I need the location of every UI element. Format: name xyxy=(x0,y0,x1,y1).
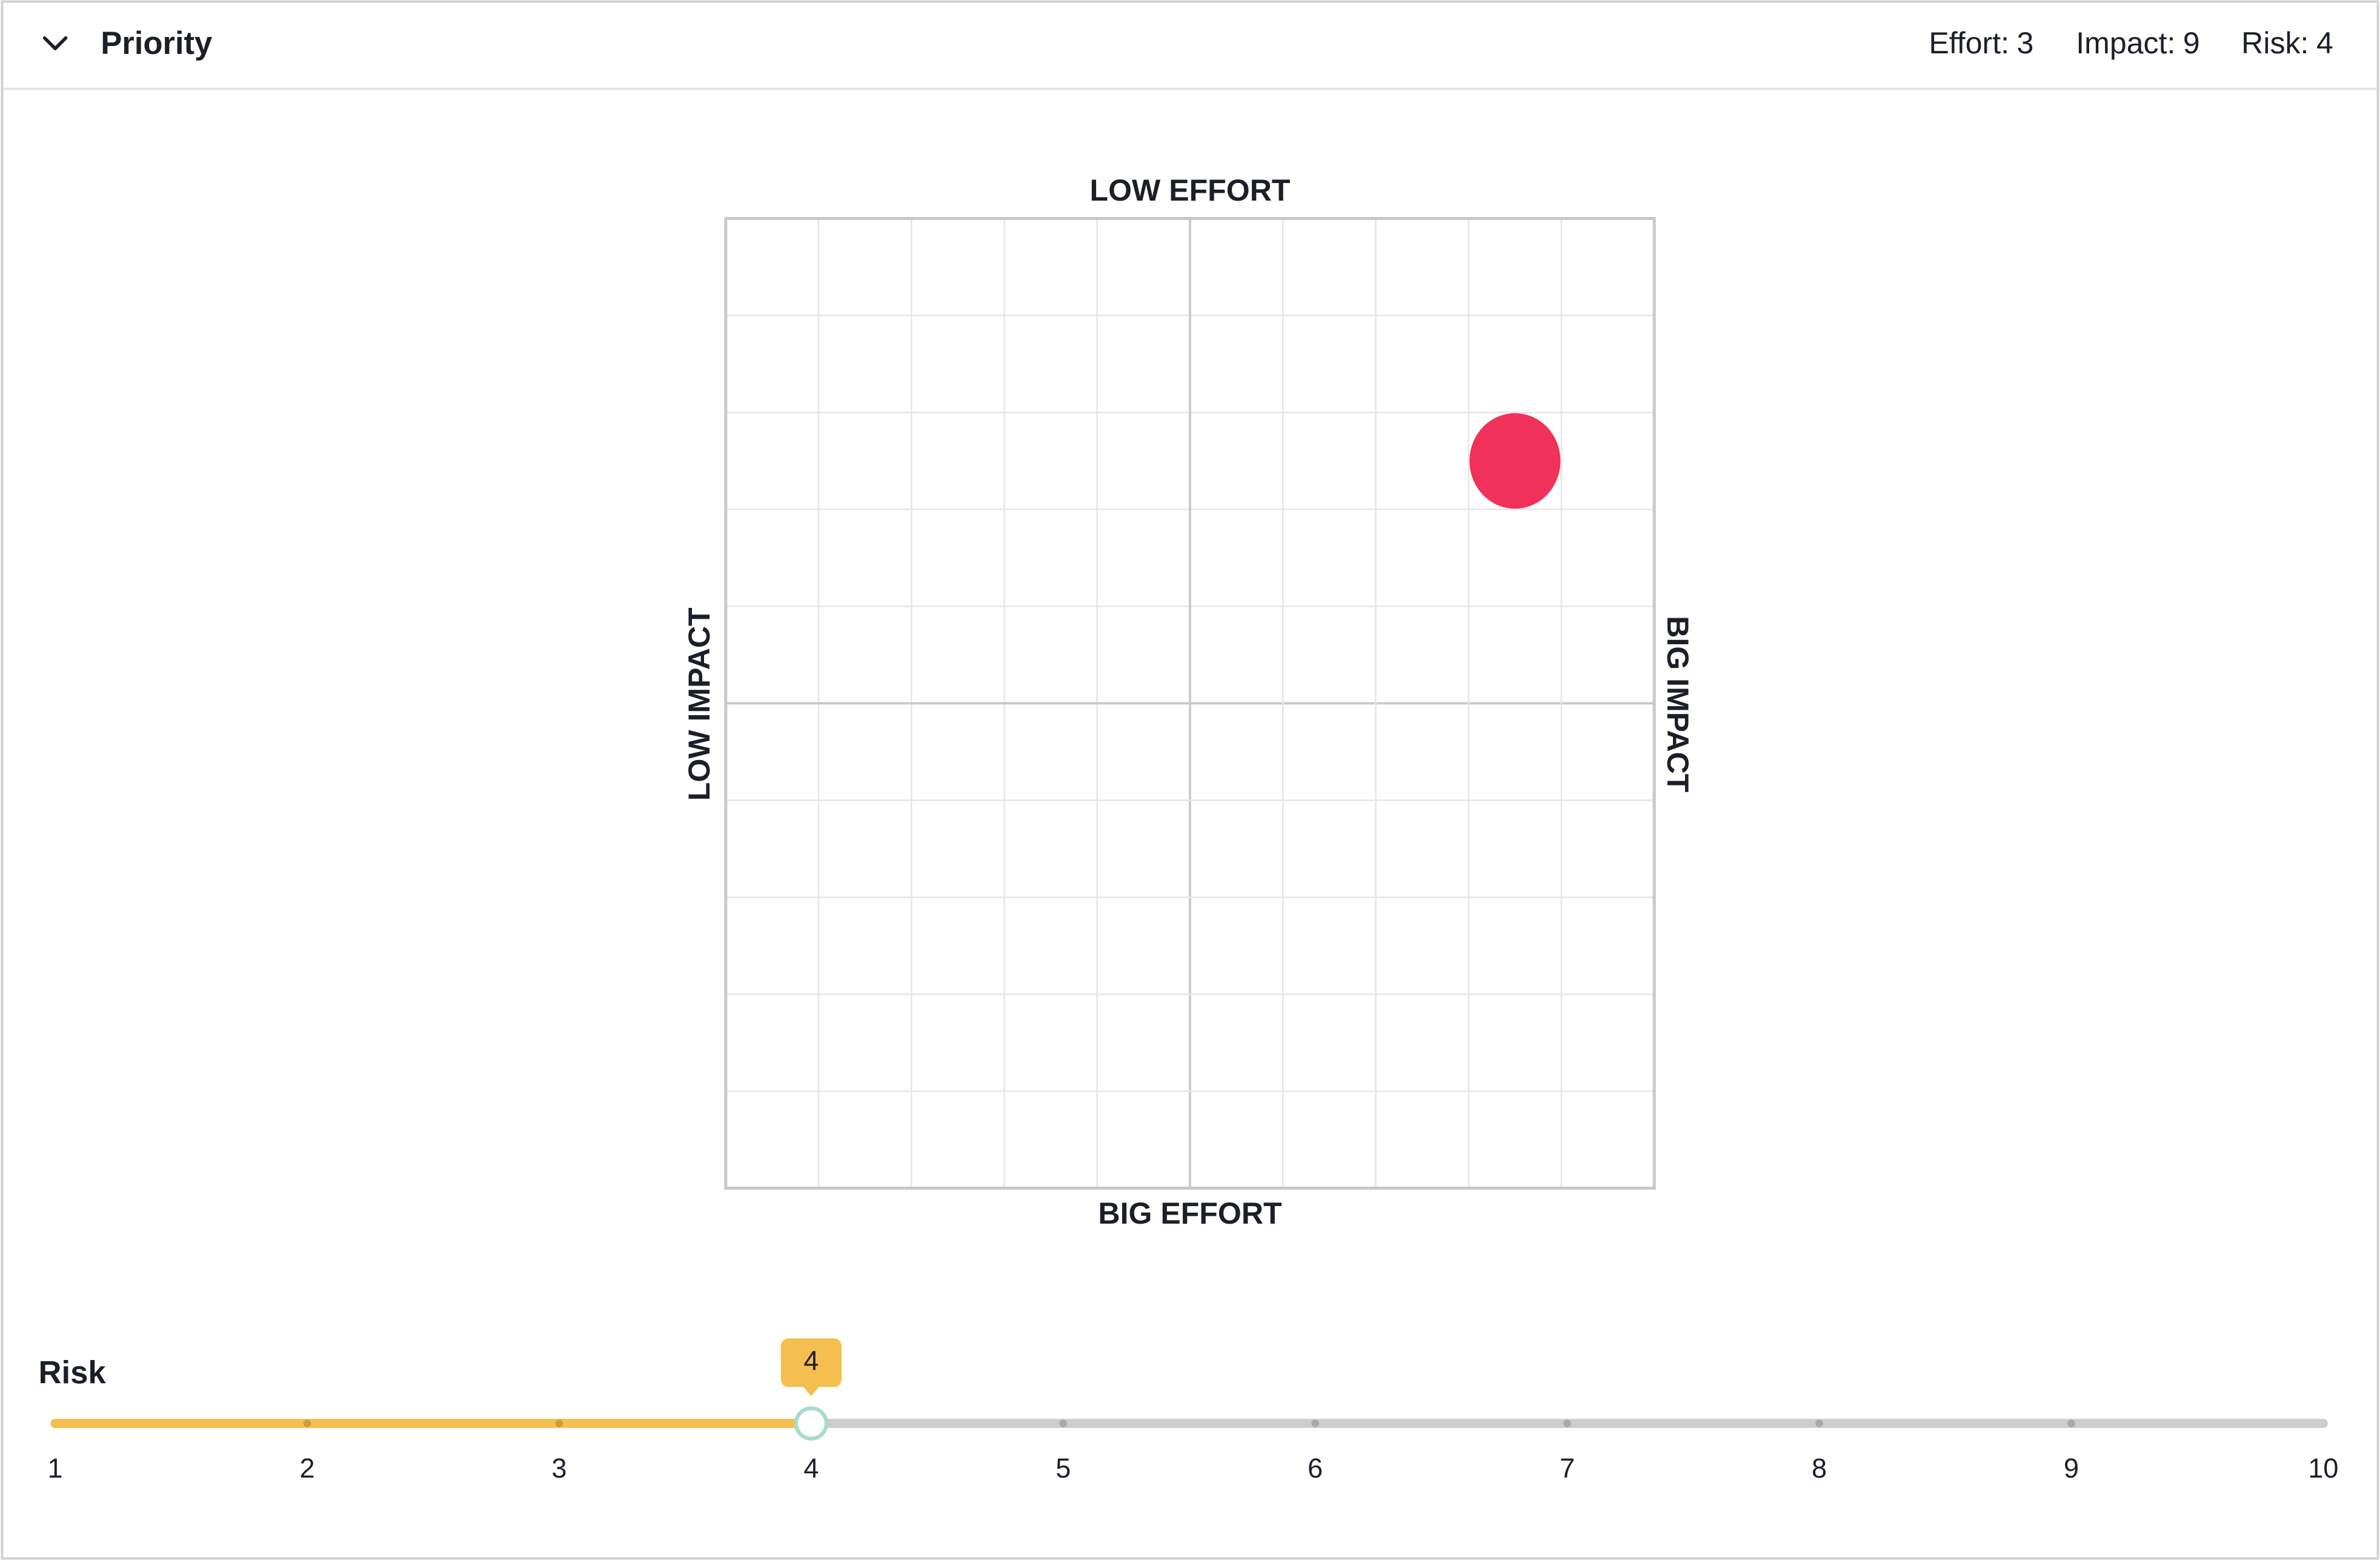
summary-item: Impact: 9 xyxy=(2076,26,2200,60)
risk-slider[interactable]: Risk 1 2 3 4 5 6 7 8 9 10 4 xyxy=(39,1338,2339,1484)
slider-tick xyxy=(1059,1419,1068,1427)
summary-label: Impact: xyxy=(2076,26,2175,60)
slider-tick-label: 4 xyxy=(803,1453,819,1484)
slider-tick xyxy=(1311,1419,1319,1427)
slider-tick xyxy=(2067,1419,2075,1427)
slider-tick-label: 6 xyxy=(1308,1453,1323,1484)
matrix-border xyxy=(724,217,1656,1190)
summary-value: 3 xyxy=(2017,26,2034,60)
slider-tick-label: 2 xyxy=(299,1453,314,1484)
slider-tick-label: 7 xyxy=(1560,1453,1575,1484)
priority-dot[interactable] xyxy=(1469,413,1561,509)
right-label: BIG IMPACT xyxy=(1661,616,1695,793)
summary-label: Risk: xyxy=(2241,26,2309,60)
header-title: Priority xyxy=(101,25,212,61)
slider-tooltip-arrow xyxy=(802,1385,820,1396)
collapse-chevron[interactable] xyxy=(42,36,68,50)
left-label: LOW IMPACT xyxy=(682,607,716,801)
bottom-label: BIG EFFORT xyxy=(1098,1196,1282,1230)
slider-label: Risk xyxy=(39,1355,107,1390)
summary-item: Risk: 4 xyxy=(2241,26,2333,60)
slider-tick xyxy=(555,1419,563,1427)
priority-matrix[interactable]: LOW EFFORT BIG EFFORT LOW IMPACT BIG IMPACT xyxy=(682,173,1695,1230)
slider-tick-label: 8 xyxy=(1812,1453,1827,1484)
slider-tick-label: 10 xyxy=(2308,1453,2338,1484)
summary-value: 4 xyxy=(2316,26,2333,60)
slider-tick xyxy=(303,1419,311,1427)
slider-thumb[interactable] xyxy=(794,1406,829,1441)
slider-tick-label: 9 xyxy=(2064,1453,2079,1484)
top-label: LOW EFFORT xyxy=(1090,173,1291,207)
slider-tick xyxy=(1563,1419,1571,1427)
summary-value: 9 xyxy=(2183,26,2200,60)
slider-tick-label: 5 xyxy=(1055,1453,1071,1484)
slider-tick xyxy=(1815,1419,1823,1427)
slider-tooltip-value: 4 xyxy=(803,1345,819,1376)
slider-tick-label: 3 xyxy=(551,1453,567,1484)
summary-item: Effort: 3 xyxy=(1929,26,2033,60)
header-summary: Effort: 3 Impact: 9 Risk: 4 xyxy=(1929,26,2333,60)
slider-tick-label: 1 xyxy=(48,1453,63,1484)
summary-label: Effort: xyxy=(1929,26,2009,60)
slider-tooltip xyxy=(780,1338,842,1387)
